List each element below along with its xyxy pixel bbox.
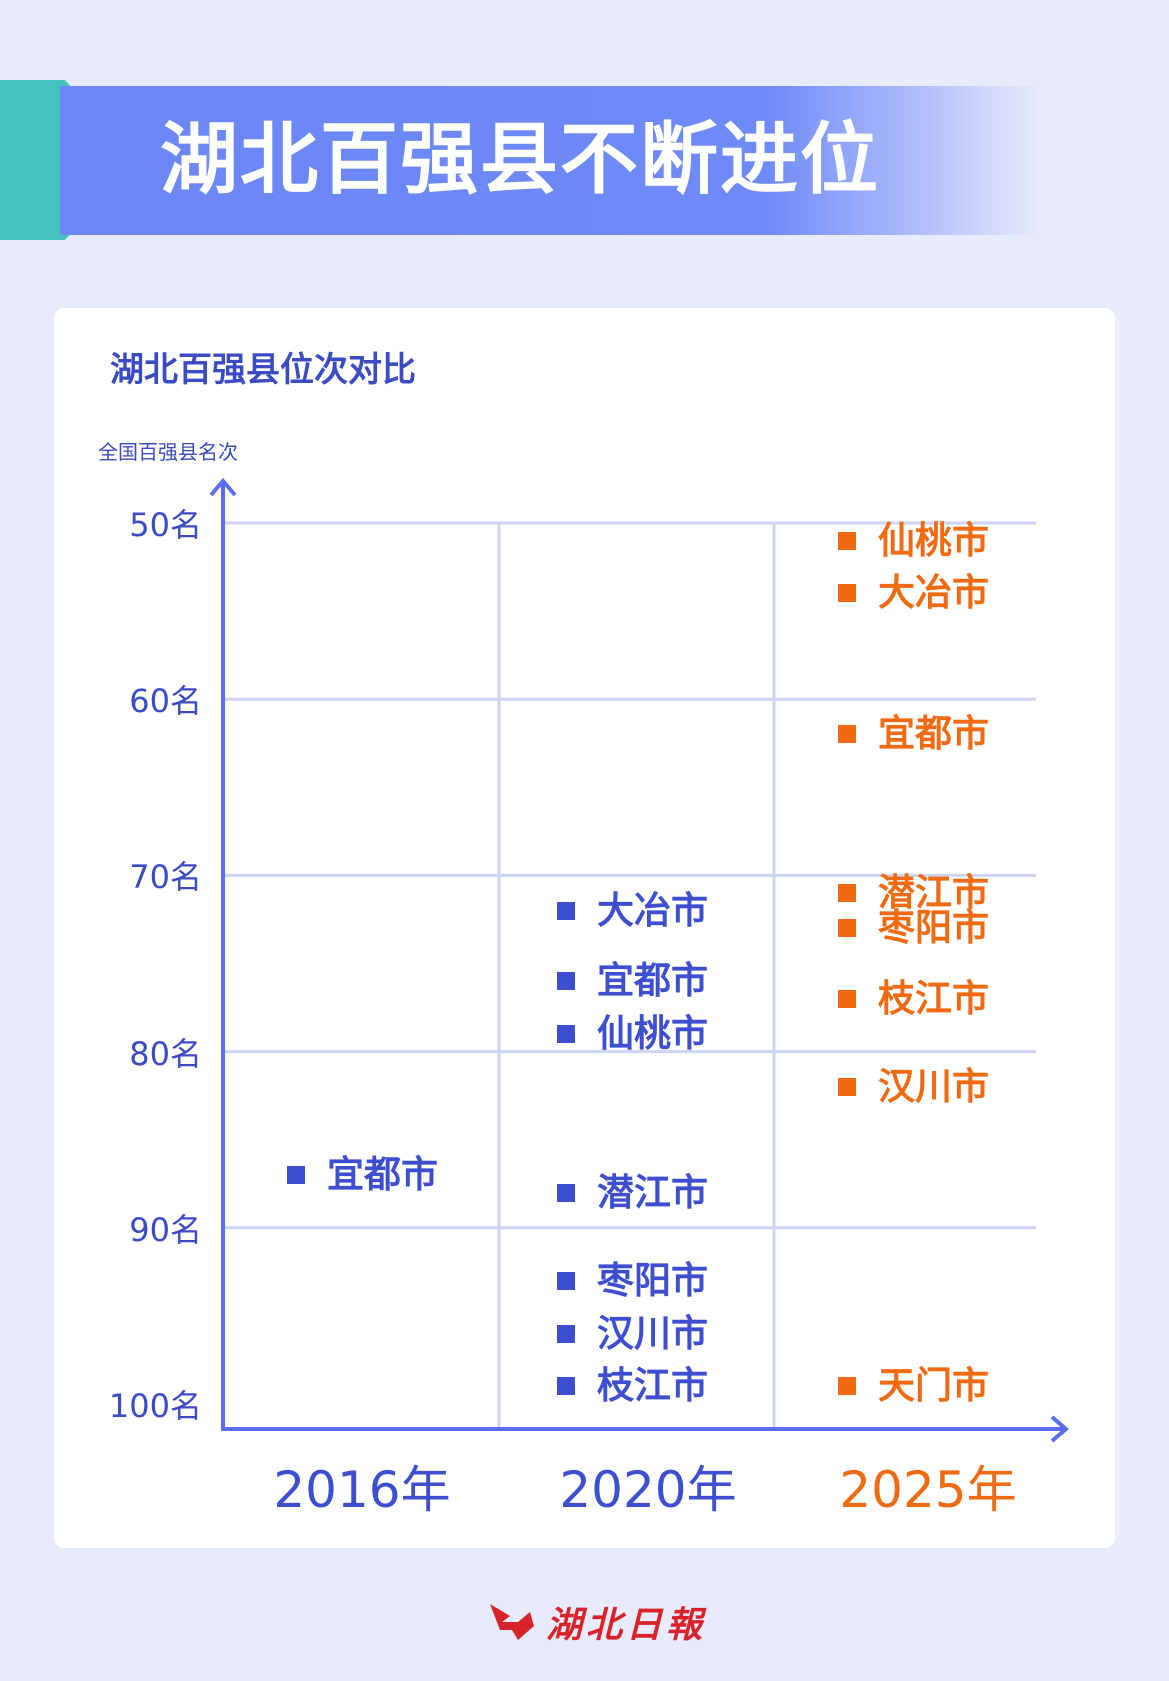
- chart-title: 湖北百强县位次对比: [110, 350, 416, 390]
- data-point-label: 大冶市: [597, 888, 708, 932]
- x-tick-label: 2025年: [839, 1461, 1017, 1519]
- data-point: 宜都市: [838, 713, 989, 755]
- square-marker-icon: [838, 531, 856, 550]
- square-marker-icon: [838, 919, 856, 938]
- y-tick-label: 70名: [129, 858, 202, 897]
- data-point-label: 汉川市: [878, 1064, 989, 1108]
- data-point: 汉川市: [838, 1064, 989, 1108]
- square-marker-icon: [287, 1165, 305, 1184]
- x-tick-label: 2016年: [273, 1461, 451, 1519]
- data-point-label: 潜江市: [878, 871, 989, 915]
- square-marker-icon: [557, 1183, 575, 1202]
- square-marker-icon: [557, 1324, 575, 1343]
- data-point: 枝江市: [557, 1365, 708, 1407]
- data-point: 宜都市: [557, 960, 708, 1002]
- data-point: 枝江市: [838, 976, 989, 1020]
- y-tick-label: 60名: [129, 682, 202, 721]
- square-marker-icon: [838, 1377, 856, 1396]
- data-point-label: 汉川市: [597, 1311, 708, 1355]
- square-marker-icon: [557, 1377, 575, 1396]
- y-tick-label: 80名: [129, 1034, 202, 1073]
- y-tick-label: 50名: [129, 506, 202, 544]
- y-tick-label: 100名: [108, 1387, 202, 1425]
- square-marker-icon: [838, 884, 856, 903]
- square-marker-icon: [838, 725, 856, 744]
- square-marker-icon: [557, 1271, 575, 1290]
- logo-mark-icon: [490, 1604, 534, 1640]
- square-marker-icon: [838, 1077, 856, 1096]
- data-point-label: 枣阳市: [597, 1258, 708, 1302]
- square-marker-icon: [557, 972, 575, 991]
- y-axis-arrow-icon: [209, 477, 237, 497]
- data-point-label: 枣阳市: [878, 906, 989, 950]
- data-point: 宜都市: [287, 1152, 438, 1196]
- square-marker-icon: [557, 901, 575, 920]
- data-point: 大冶市: [838, 572, 989, 614]
- data-point: 天门市: [838, 1365, 989, 1407]
- data-point: 仙桃市: [838, 518, 989, 562]
- data-point-label: 天门市: [878, 1364, 989, 1408]
- data-point: 潜江市: [557, 1170, 708, 1214]
- data-point-label: 大冶市: [878, 571, 989, 615]
- x-axis-arrow-icon: [1050, 1415, 1070, 1443]
- header-band: [60, 86, 1040, 235]
- data-point: 仙桃市: [557, 1011, 708, 1055]
- y-axis-label: 全国百强县名次: [98, 440, 238, 464]
- data-point-label: 枝江市: [597, 1364, 708, 1408]
- data-point-label: 宜都市: [597, 959, 708, 1003]
- logo-text: 湖北日報: [546, 1604, 707, 1646]
- data-point-label: 宜都市: [878, 712, 989, 756]
- data-point: 大冶市: [557, 888, 708, 932]
- square-marker-icon: [557, 1024, 575, 1043]
- x-tick-label: 2020年: [559, 1461, 737, 1519]
- data-point-label: 潜江市: [597, 1170, 708, 1214]
- hubei-daily-logo: 湖北日報: [488, 1596, 706, 1648]
- page-title: 湖北百强县不断进位: [160, 115, 881, 205]
- data-point-label: 枝江市: [878, 976, 989, 1020]
- data-point: 潜江市: [838, 872, 989, 914]
- square-marker-icon: [838, 584, 856, 603]
- data-point: 枣阳市: [557, 1258, 708, 1302]
- data-point-label: 宜都市: [327, 1152, 438, 1196]
- chart-card: [54, 308, 1115, 1548]
- data-point-label: 仙桃市: [597, 1011, 708, 1055]
- square-marker-icon: [838, 989, 856, 1008]
- data-point: 枣阳市: [838, 907, 989, 949]
- y-tick-label: 90名: [129, 1210, 202, 1249]
- data-point: 汉川市: [557, 1311, 708, 1355]
- data-point-label: 仙桃市: [878, 518, 989, 562]
